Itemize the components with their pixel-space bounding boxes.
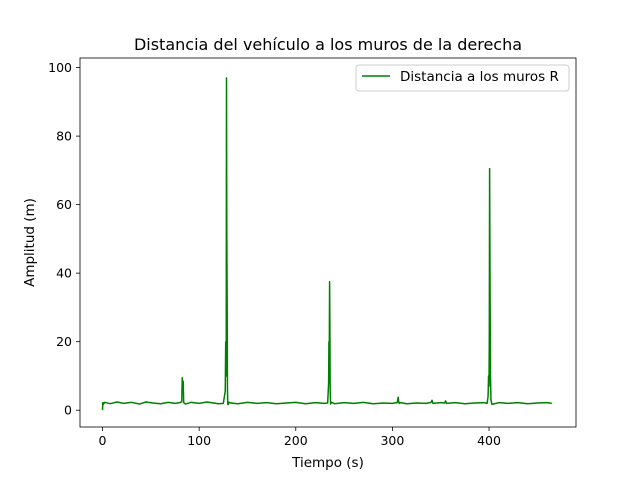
- chart-title: Distancia del vehículo a los muros de la…: [134, 35, 522, 54]
- legend-box: [355, 64, 570, 92]
- plot-frame: [79, 57, 577, 428]
- legend: Distancia a los muros R: [355, 64, 570, 92]
- y-axis-label: Amplitud (m): [22, 198, 38, 287]
- x-tick-label: 300: [380, 433, 404, 448]
- x-axis-label: Tiempo (s): [291, 455, 364, 471]
- series-line-0: [101, 77, 552, 411]
- x-tick-label: 0: [99, 433, 107, 448]
- x-tick-label: 200: [284, 433, 308, 448]
- series-layer: [101, 77, 552, 411]
- y-tick-label: 100: [48, 60, 72, 75]
- x-tick-label: 100: [187, 433, 211, 448]
- legend-entry-label: Distancia a los muros R: [400, 69, 559, 85]
- x-axis-ticks: 0 100 200 300 400: [99, 427, 501, 448]
- y-tick-label: 20: [56, 334, 72, 349]
- y-tick-label: 40: [56, 266, 72, 281]
- plot-area: [80, 58, 576, 427]
- x-tick-label: 400: [477, 433, 501, 448]
- y-tick-label: 0: [64, 403, 72, 418]
- y-tick-label: 80: [56, 129, 72, 144]
- y-tick-label: 60: [56, 197, 72, 212]
- y-axis-ticks: 0 20 40 60 80 100: [48, 60, 80, 418]
